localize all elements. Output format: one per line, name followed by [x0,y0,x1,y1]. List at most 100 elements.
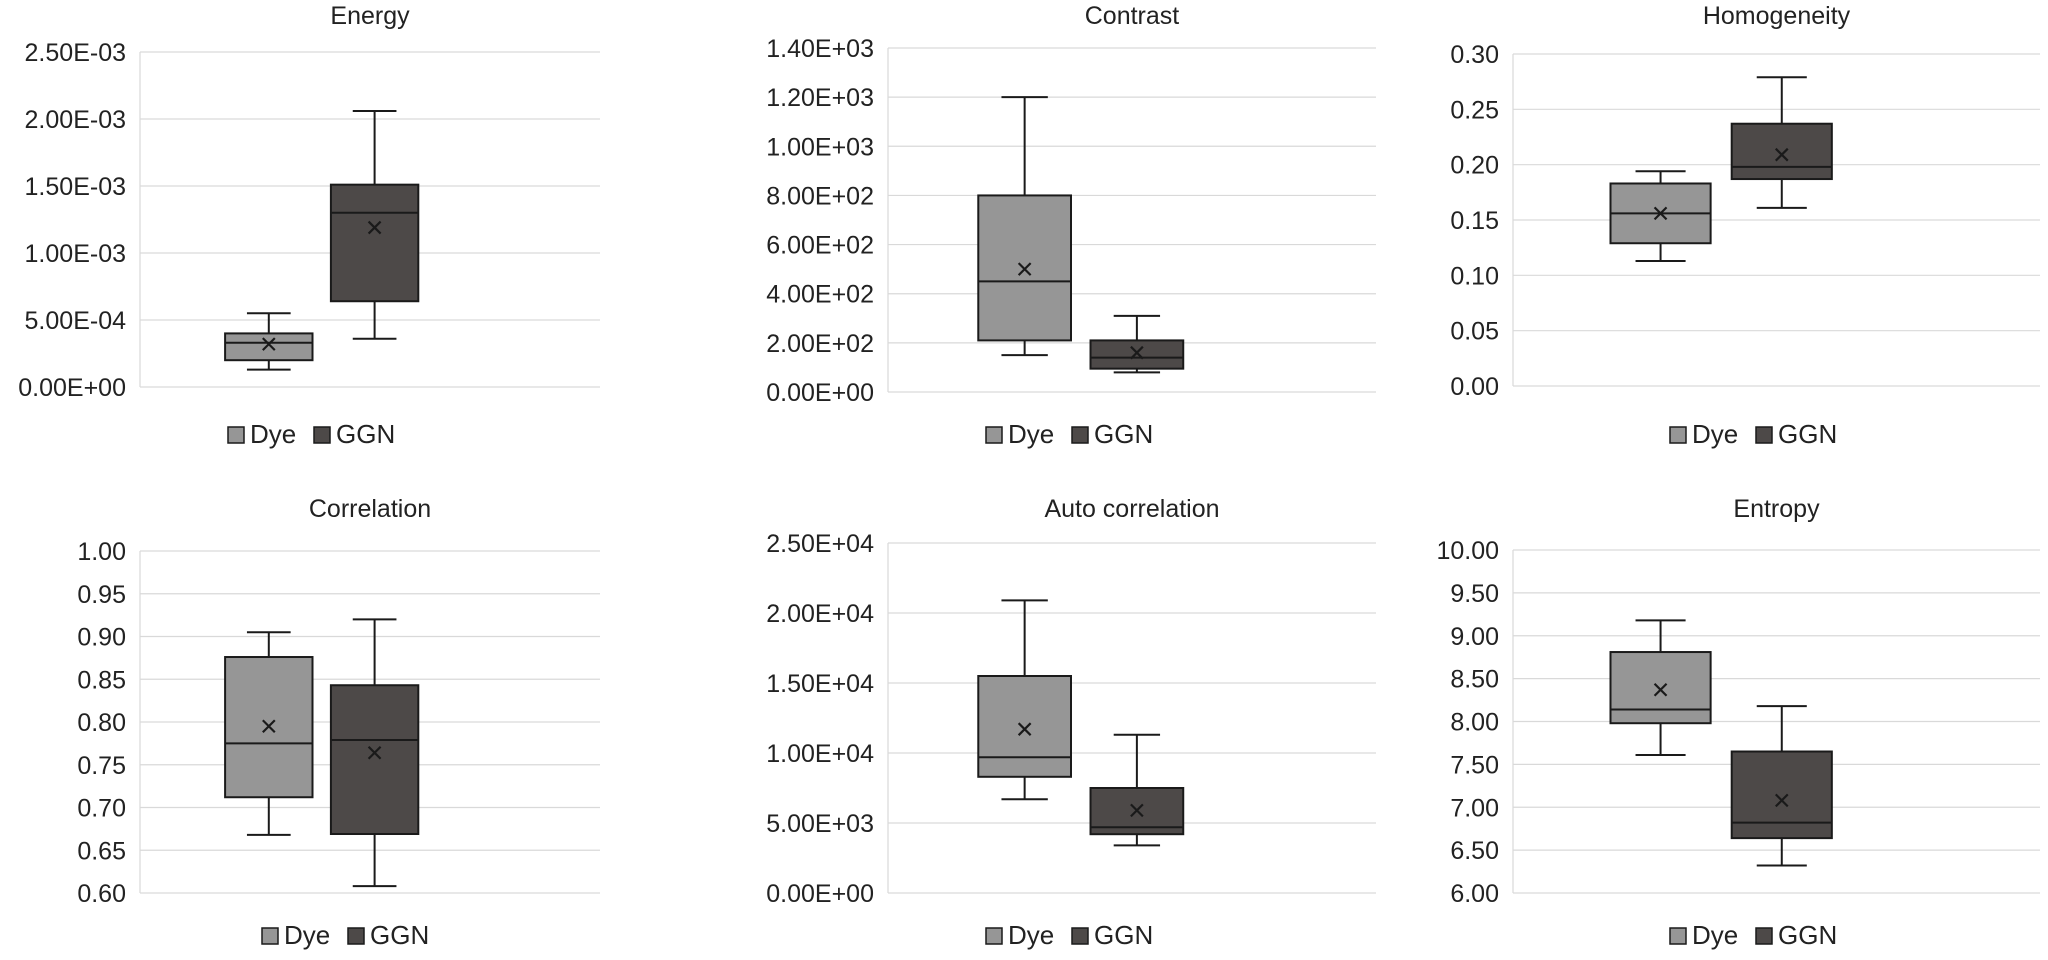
legend-label-ggn: GGN [370,920,429,950]
y-tick-label: 2.50E-03 [25,39,126,67]
y-tick-label: 1.00 [77,538,126,566]
legend: Dye GGN [985,920,1153,950]
legend-label-dye: Dye [1692,419,1738,449]
legend-swatch-ggn [347,927,365,945]
legend-swatch-ggn [313,426,331,444]
box-dye [977,599,1073,801]
legend-label-dye: Dye [1692,920,1738,950]
y-tick-label: 7.50 [1450,751,1499,779]
y-tick-label: 0.00E+00 [18,374,126,402]
box-dye [224,631,314,836]
y-tick-label: 1.00E-03 [25,240,126,268]
y-tick-label: 1.50E-03 [25,173,126,201]
chart-title: Correlation [309,495,431,523]
chart-panel-2: Contrast 0.00E+00 2.00E+02 4.00E+02 6.00E+02… [766,2,1376,449]
y-tick-label: 0.65 [77,837,126,865]
mean-marker [367,746,382,760]
legend: Dye GGN [985,419,1153,449]
y-tick-label: 0.75 [77,752,126,780]
box-ggn [1730,76,1833,209]
legend-label-dye: Dye [1008,920,1054,950]
chart-panel-5: Auto correlation 0.00E+00 5.00E+03 1.00E+04… [766,495,1376,950]
mean-marker [1774,147,1789,162]
mean-marker [1130,345,1144,360]
mean-marker [262,337,276,351]
y-tick-label: 1.40E+03 [766,35,874,63]
legend-swatch-dye [985,927,1003,945]
legend-label-ggn: GGN [1778,920,1837,950]
y-tick-label: 0.90 [77,624,126,652]
mean-marker [367,220,382,235]
chart-title: Contrast [1085,2,1180,30]
mean-marker [1017,262,1032,276]
box-dye [977,96,1073,357]
chart-title: Homogeneity [1703,2,1851,30]
chart-panel-4: Correlation 0.60 0.65 0.70 0.75 0.80 0.85 0.90 0… [77,495,600,950]
mean-marker [1653,682,1668,697]
y-tick-label: 8.00E+02 [766,182,874,210]
mean-marker [1653,206,1668,221]
y-tick-label: 0.15 [1450,207,1499,235]
y-tick-label: 0.05 [1450,318,1499,346]
box-iqr [977,675,1073,778]
legend: Dye GGN [227,419,395,449]
y-tick-label: 8.00 [1450,709,1499,737]
chart-panel-1: Energy 0.00E+00 5.00E-04 1.00E-03 1.50E-03 2.… [18,2,600,449]
box-ggn [329,109,420,340]
box-ggn [1089,314,1185,374]
y-tick-label: 10.00 [1436,537,1499,565]
y-tick-label: 0.25 [1450,96,1499,124]
y-tick-label: 5.00E+03 [766,810,874,838]
box-iqr [329,183,420,303]
box-iqr [1089,339,1185,370]
box-iqr [1730,122,1833,181]
box-ggn [1730,705,1833,867]
y-tick-label: 6.50 [1450,837,1499,865]
y-tick-label: 0.00E+00 [766,880,874,908]
mean-marker [1130,803,1144,818]
chart-title: Entropy [1733,495,1820,523]
legend-swatch-dye [227,426,245,444]
y-tick-label: 2.00E-03 [25,106,126,134]
y-tick-label: 0.10 [1450,262,1499,290]
legend-swatch-dye [261,927,279,945]
y-tick-label: 0.30 [1450,41,1499,69]
y-tick-label: 5.00E-04 [25,307,127,335]
mean-marker [1774,793,1789,808]
legend: Dye GGN [1669,419,1837,449]
y-tick-label: 1.50E+04 [766,670,874,698]
chart-title: Auto correlation [1044,495,1219,523]
legend-label-dye: Dye [284,920,330,950]
legend-swatch-ggn [1755,927,1773,945]
y-tick-label: 0.95 [77,581,126,609]
legend-swatch-dye [1669,426,1687,444]
y-tick-label: 6.00 [1450,880,1499,908]
mean-marker [1017,722,1032,736]
y-tick-label: 0.00E+00 [766,379,874,407]
legend-swatch-dye [1669,927,1687,945]
box-iqr [329,684,420,836]
legend: Dye GGN [1669,920,1837,950]
box-dye [224,312,314,371]
y-tick-label: 4.00E+02 [766,281,874,309]
box-dye [1609,619,1712,756]
y-tick-label: 0.80 [77,709,126,737]
y-tick-label: 2.00E+02 [766,330,874,358]
legend-swatch-ggn [1071,927,1089,945]
y-tick-label: 0.85 [77,666,126,694]
legend-label-ggn: GGN [1094,419,1153,449]
box-iqr [1730,750,1833,840]
box-iqr [1609,651,1712,725]
y-tick-label: 8.50 [1450,666,1499,694]
legend-label-ggn: GGN [336,419,395,449]
legend-label-dye: Dye [1008,419,1054,449]
y-tick-label: 0.20 [1450,152,1499,180]
legend-swatch-ggn [1071,426,1089,444]
y-tick-label: 6.00E+02 [766,232,874,260]
box-ggn [329,618,420,888]
mean-marker [262,719,276,734]
y-tick-label: 1.00E+04 [766,740,874,768]
y-tick-label: 1.20E+03 [766,84,874,112]
legend-label-ggn: GGN [1778,419,1837,449]
